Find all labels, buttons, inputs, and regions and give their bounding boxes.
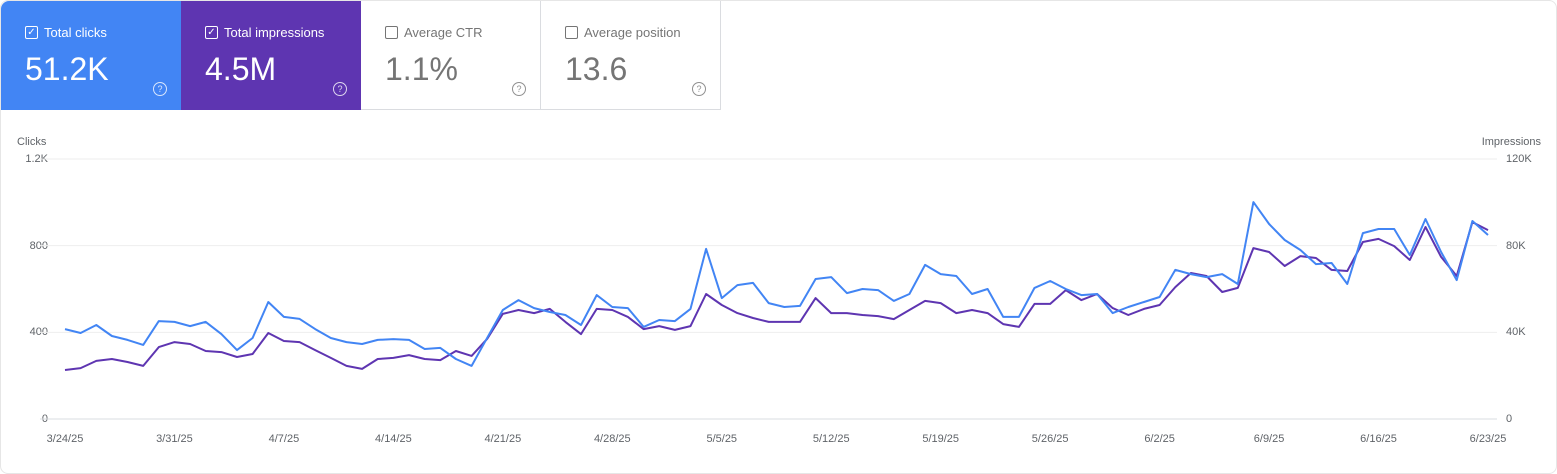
help-circle-icon[interactable]: ? (153, 82, 167, 96)
x-tick: 3/31/25 (156, 433, 193, 445)
x-tick: 5/12/25 (812, 433, 850, 445)
metric-value: 4.5M (205, 51, 277, 87)
x-tick: 6/23/25 (1469, 433, 1507, 445)
right-axis-title: Impressions (1481, 136, 1541, 148)
y-tick-left: 1.2K (25, 153, 48, 165)
help-circle-icon[interactable]: ? (512, 82, 526, 96)
x-tick: 5/5/25 (706, 433, 738, 445)
metric-value: 13.6 (565, 51, 628, 87)
metric-label: Average position (565, 25, 681, 40)
metric-label: ✓ Total impressions (205, 25, 324, 40)
checkbox-icon[interactable]: ✓ (205, 26, 218, 39)
metric-value: 51.2K (25, 51, 109, 87)
metric-label: Average CTR (385, 25, 483, 40)
x-tick: 5/26/25 (1031, 433, 1069, 445)
left-axis-title: Clicks (17, 136, 47, 148)
y-tick-left: 400 (29, 326, 48, 339)
metric-card-average-ctr[interactable]: Average CTR 1.1% ? (361, 1, 541, 110)
series-line-impressions (64, 221, 1489, 371)
y-tick-right: 40K (1506, 326, 1526, 339)
y-tick-left: 800 (29, 239, 48, 252)
x-tick: 6/16/25 (1360, 433, 1397, 445)
x-tick: 3/24/25 (46, 433, 84, 445)
metric-card-average-position[interactable]: Average position 13.6 ? (541, 1, 721, 110)
help-circle-icon[interactable]: ? (692, 82, 706, 96)
x-tick: 4/21/25 (484, 433, 522, 445)
metric-label-text: Total clicks (44, 25, 107, 40)
metric-card-total-clicks[interactable]: ✓ Total clicks 51.2K ? (1, 1, 181, 110)
x-tick: 4/28/25 (593, 433, 631, 445)
checkbox-icon[interactable] (385, 26, 398, 39)
x-tick: 4/7/25 (268, 433, 300, 445)
x-tick: 6/2/25 (1144, 433, 1175, 445)
x-tick: 5/19/25 (922, 433, 960, 445)
metric-label-text: Total impressions (224, 25, 325, 40)
x-tick: 4/14/25 (375, 433, 412, 445)
y-tick-right: 0 (1506, 413, 1513, 425)
checkbox-icon[interactable]: ✓ (25, 26, 38, 39)
metric-label-text: Average CTR (404, 25, 483, 40)
y-tick-right: 120K (1506, 153, 1532, 165)
metric-value: 1.1% (385, 51, 458, 87)
x-tick: 6/9/25 (1253, 433, 1285, 445)
help-circle-icon[interactable]: ? (333, 82, 347, 96)
metric-label: ✓ Total clicks (25, 25, 107, 40)
metric-card-total-impressions[interactable]: ✓ Total impressions 4.5M ? (181, 1, 361, 110)
metric-cards: ✓ Total clicks 51.2K ? ✓ Total impressions … (1, 1, 721, 110)
metric-label-text: Average position (584, 25, 681, 40)
y-tick-right: 80K (1506, 239, 1526, 252)
series-line-clicks (64, 201, 1489, 367)
checkbox-icon[interactable] (565, 26, 578, 39)
